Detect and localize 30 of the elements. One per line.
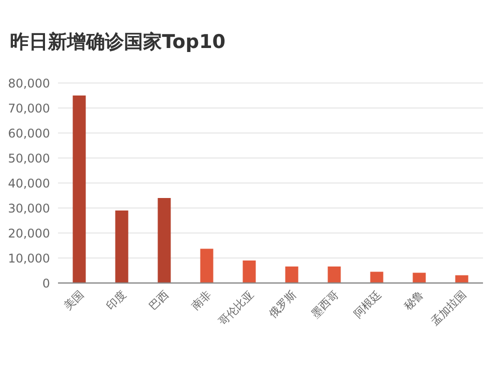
y-tick-label: 0 — [42, 276, 50, 290]
bar — [285, 266, 298, 283]
bar — [72, 96, 86, 283]
x-tick-label: 南非 — [189, 288, 214, 313]
bar — [455, 275, 468, 283]
y-tick-label: 60,000 — [8, 126, 50, 140]
bar — [412, 272, 426, 283]
y-tick-label: 10,000 — [8, 252, 50, 266]
x-tick-label: 印度 — [104, 288, 129, 313]
x-tick-label: 孟加拉国 — [428, 288, 469, 328]
bar — [242, 260, 256, 283]
y-tick-label: 30,000 — [8, 202, 50, 216]
x-tick-label: 哥伦比亚 — [216, 288, 256, 328]
y-tick-label: 40,000 — [8, 176, 50, 190]
y-tick-label: 80,000 — [8, 76, 50, 90]
x-tick-label: 阿根廷 — [351, 288, 384, 320]
x-tick-label: 美国 — [62, 288, 86, 313]
y-tick-label: 20,000 — [8, 226, 50, 240]
bar — [115, 210, 128, 283]
bar — [158, 198, 171, 283]
chart-title: 昨日新增确诊国家Top10 — [10, 31, 226, 53]
x-tick-label: 俄罗斯 — [266, 288, 299, 320]
y-tick-label: 50,000 — [8, 152, 50, 166]
y-tick-label: 70,000 — [8, 102, 50, 116]
x-tick-label: 巴西 — [146, 288, 172, 313]
bar — [328, 266, 341, 283]
x-tick-label: 秘鲁 — [402, 288, 426, 313]
bar — [370, 272, 384, 283]
bar — [200, 248, 214, 283]
x-tick-label: 墨西哥 — [308, 288, 342, 320]
